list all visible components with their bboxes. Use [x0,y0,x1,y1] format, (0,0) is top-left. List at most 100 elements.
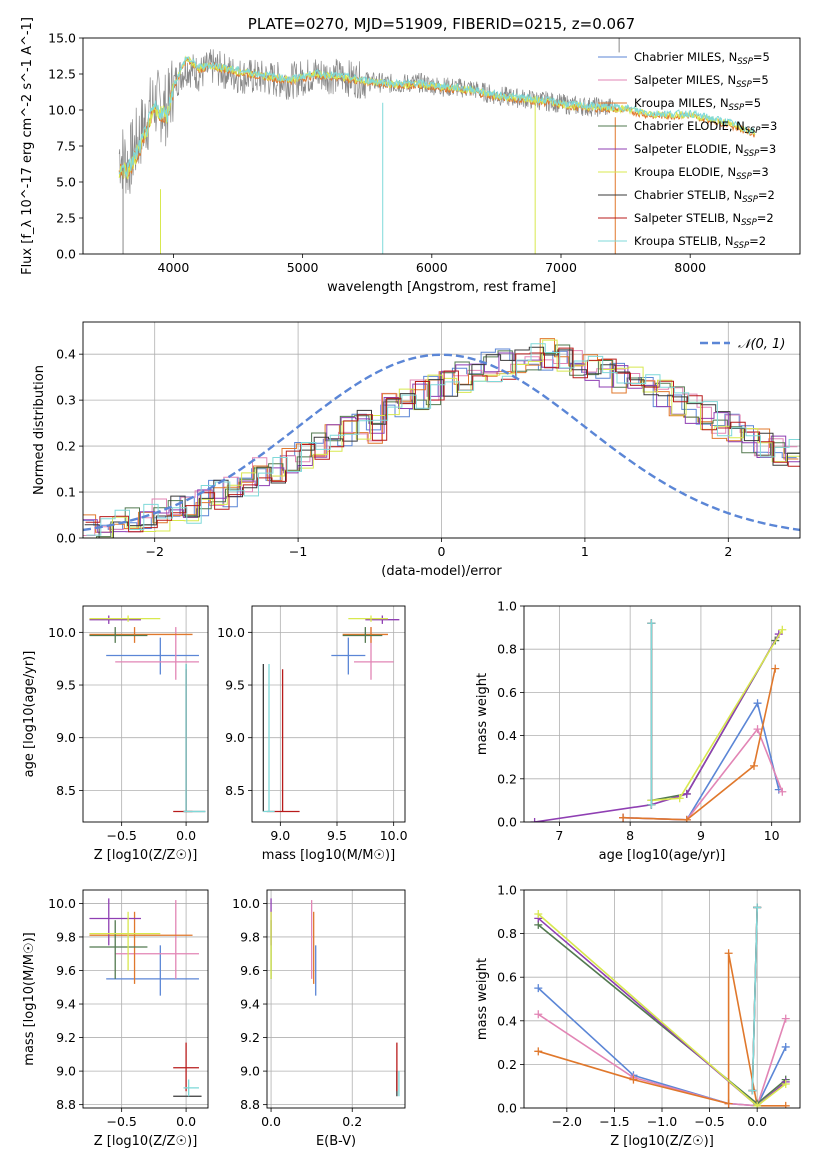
line-kroupa-miles [623,668,776,821]
tick-label-y: 9.8 [240,929,260,944]
tick-label-y: 9.4 [56,997,76,1012]
marker [748,1086,757,1095]
tick-label-x: 8 [626,828,634,843]
tick-label-y: 9.6 [240,963,260,978]
axis-label-y: mass [log10(M/M☉)] [22,932,37,1065]
tick-label-y: 8.8 [240,1097,260,1112]
hist-kroupa-stelib [86,343,800,536]
marker [619,813,628,822]
tick-label-y: 0.6 [497,685,517,700]
marker [753,1101,762,1108]
line-kroupa-elodie [651,629,783,802]
tick-label-y: 0.4 [497,728,517,743]
tick-label-y: 9.6 [56,963,76,978]
tick-label-y: 9.2 [240,1030,260,1045]
panel-age-vs-mass: 9.0 9.5 10.0 8.5 9.0 9.5 10.0 mass [log10(M/M☉)… [217,605,408,863]
marker [781,1042,790,1051]
series-model-kroupa-stelib [118,55,756,177]
tick-label-x: 6000 [416,260,448,275]
tick-label-y: 10.0 [232,896,260,911]
plot-area-massweight-vs-Z [534,903,790,1108]
tick-label-x: 10.0 [380,828,408,843]
tick-label-x: −2.0 [552,1114,582,1129]
marker [778,787,787,796]
marker [753,903,762,912]
axis-label-y: age [log10(age/yr)] [22,651,37,778]
line-kroupa-stelib [751,907,758,1091]
tick-label-y: 0.2 [497,1057,517,1072]
marker [750,761,758,770]
tick-label-y: 0.0 [497,1101,517,1116]
tick-label-y: 0.6 [497,970,517,985]
marker [771,664,780,673]
tick-label-x: 9 [697,828,705,843]
axes-frame [523,889,801,1109]
tick-label-y: 0.2 [56,439,76,454]
tick-label-y: 9.0 [240,1064,260,1079]
tick-label-x: −1.5 [599,1114,629,1129]
tick-label-x: 9.5 [327,828,347,843]
tick-label-y: 0.3 [56,393,76,408]
hist-kroupa-elodie [83,339,800,538]
panel-massweight-vs-Z: −2.0 −1.5 −1.0 −0.5 0.0 0.0 0.2 0.4 0.6 0.8 1.0 Z [… [475,883,801,1149]
legend-label: Chabrier STELIB, NSSP=2 [634,188,775,205]
legend-label: Kroupa ELODIE, NSSP=3 [634,165,769,182]
tick-label-y: 0.1 [56,485,76,500]
tick-label-x: −1 [289,544,307,559]
axes-frame [266,889,406,1109]
axes-frame [523,605,801,823]
marker [781,1101,790,1108]
marker [534,1010,543,1019]
marker [629,1075,638,1084]
tick-label-y: 0.8 [497,926,517,941]
tick-label-x: 4000 [158,260,190,275]
plot-area-age-vs-mass [262,615,400,813]
tick-label-y: 0.0 [56,531,76,546]
marker [534,1047,543,1056]
legend-label: 𝒩(0, 1) [738,337,785,352]
plot-area-residuals [83,338,800,538]
axis-label-y: mass weight [475,958,490,1040]
legend-label: Salpeter ELODIE, NSSP=3 [634,142,776,159]
marker [753,725,762,734]
tick-label-y: 0.4 [497,1013,517,1028]
tick-label-y: 0.4 [56,347,76,362]
axis-label-x: age [log10(age/yr)] [599,848,726,863]
tick-label-x: 0.0 [261,1114,281,1129]
axis-label-y: Normed distribution [32,365,47,495]
tick-label-x: −0.5 [106,1114,136,1129]
series-data [118,49,614,194]
hist-chabrier-miles [83,348,797,530]
legend-label: Salpeter MILES, NSSP=5 [634,73,769,90]
hist-chabrier-stelib [84,346,800,538]
tick-label-y: 10.0 [48,625,76,640]
tick-label-x: −0.5 [694,1114,724,1129]
tick-label-y: 0.2 [497,771,517,786]
panel-residuals: −2 −1 0 1 2 0.0 0.1 0.2 0.3 0.4 (data-model)/error… [32,321,801,579]
marker [675,794,684,803]
tick-label-x: 10 [764,828,780,843]
panel-mass-vs-Z: −0.5 0.0 8.8 9.0 9.2 9.4 9.6 9.8 10.0 Z [log10(Z/… [22,889,209,1149]
tick-label-x: 7 [555,828,563,843]
tick-label-y: 9.0 [56,730,76,745]
legend-label: Chabrier MILES, NSSP=5 [634,50,770,67]
plot-area-mass-vs-Z [89,898,202,1097]
tick-label-y: 9.4 [240,997,260,1012]
tick-label-x: −0.5 [106,828,136,843]
hist-kroupa-miles [83,338,799,533]
tick-label-y: 1.0 [497,599,517,614]
tick-label-y: 10.0 [217,625,245,640]
tick-label-y: 0.0 [497,815,517,830]
tick-label-x: 1 [581,544,589,559]
tick-label-y: 7.5 [56,139,76,154]
marker [781,1014,790,1023]
marker [682,815,691,822]
hist-salpeter-miles [83,350,798,536]
tick-label-y: 9.5 [56,678,76,693]
tick-label-y: 2.5 [56,211,76,226]
marker [753,699,762,708]
tick-label-y: 9.0 [56,1064,76,1079]
tick-label-x: 7000 [545,260,577,275]
axis-label-x: mass [log10(M/M☉)] [262,848,395,863]
